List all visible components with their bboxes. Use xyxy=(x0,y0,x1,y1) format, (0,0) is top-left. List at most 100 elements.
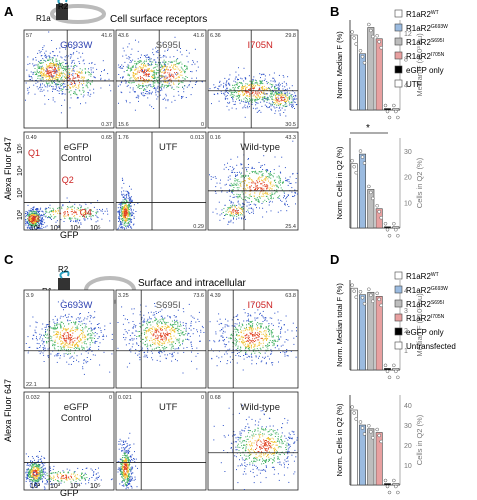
legend-swatch xyxy=(394,65,403,74)
flow-plot: 4.39 63.8 I705N xyxy=(207,289,299,389)
replicate-point xyxy=(371,34,375,39)
right-tick-label: 4 xyxy=(404,82,408,89)
panel-c-flow-plots: 3.9 22.1 G693W 3.25 73.6 S695I 4.39 63.8 I705N 0.… xyxy=(23,289,299,491)
right-tick-label: 4 xyxy=(404,288,408,295)
replicate-point xyxy=(385,484,390,489)
replicate-point xyxy=(392,221,396,226)
replicate-point xyxy=(387,490,392,495)
flow-plot-label: eGFP xyxy=(64,402,89,413)
replicate-point xyxy=(354,42,358,46)
legend: R1aR2WT R1aR2G693W R1aR2S695I R1aR2I705N eGF… xyxy=(394,271,456,351)
bar-s695i xyxy=(367,189,375,229)
replicate-point xyxy=(375,427,379,432)
replicate-point xyxy=(358,149,363,153)
flow-plot-label: I705N xyxy=(248,300,273,311)
quadrant-q4-percent: 0.29 xyxy=(193,224,204,230)
replicate-point xyxy=(379,46,383,50)
flow-plot-label: Control xyxy=(61,153,92,164)
replicate-point xyxy=(362,301,367,306)
replicate-point xyxy=(352,289,356,293)
y-axis-label-left: Norm. Cells in Q2 (%) xyxy=(335,403,344,476)
y-axis-label-right: Cells in Q2 (%) xyxy=(415,414,424,465)
replicate-point xyxy=(350,30,354,34)
x-tick-label: 10⁵ xyxy=(90,483,101,490)
replicate-point xyxy=(352,411,356,415)
replicate-point xyxy=(377,209,381,214)
quadrant-q1-percent: 0.16 xyxy=(210,135,221,141)
replicate-point xyxy=(394,109,398,114)
bar-s695i xyxy=(367,291,375,371)
flow-plot-label: UTF xyxy=(159,142,178,153)
legend-label: R1aR2I705N xyxy=(406,314,445,323)
flow-plot-label: I705N xyxy=(248,40,273,51)
y-tick-label: 10⁴ xyxy=(17,165,24,176)
flow-plot-events xyxy=(25,451,113,490)
legend-superscript: G693W xyxy=(431,286,448,292)
legend-label: R1aR2WT xyxy=(406,10,439,19)
x-tick-label: 10³ xyxy=(50,225,61,232)
bar-wt xyxy=(350,34,358,111)
legend-swatch xyxy=(394,9,403,18)
x-tick-label: 10² xyxy=(30,483,41,490)
y-tick-label: 10³ xyxy=(17,187,24,198)
replicate-point xyxy=(392,363,396,368)
right-tick-label: 2 xyxy=(404,328,408,335)
replicate-point xyxy=(385,109,390,114)
bar-wt xyxy=(350,409,358,486)
legend-label: Untransfected xyxy=(406,342,456,351)
x-tick-label: 10² xyxy=(30,225,41,232)
legend-swatch xyxy=(394,327,403,336)
quadrant-q1-percent: 0.021 xyxy=(118,395,132,401)
quadrant-q1-percent: 0.68 xyxy=(210,395,221,401)
quadrant-q2-percent: 0 xyxy=(109,395,112,401)
receptor-icon xyxy=(56,4,68,20)
legend: R1aR2WT R1aR2G693W R1aR2S695I R1aR2I705N eGF… xyxy=(394,9,448,89)
replicate-point xyxy=(350,158,354,163)
flow-plot: 57 41.6 0.37 G693W xyxy=(23,29,115,129)
right-tick-label: 30 xyxy=(404,423,412,430)
flow-plot-frame xyxy=(23,391,115,491)
replicate-point xyxy=(371,436,375,440)
quadrant-q4-percent: 30.5 xyxy=(285,122,296,128)
replicate-point xyxy=(385,227,390,232)
replicate-point xyxy=(362,432,367,436)
legend-label: R1aR2WT xyxy=(406,272,439,281)
panel-d-letter: D xyxy=(330,252,339,267)
replicate-point xyxy=(396,115,400,120)
schematic-r2-label: R2 xyxy=(58,2,69,11)
quadrant-q1-percent: 3.9 xyxy=(26,293,34,299)
bar-i705n xyxy=(375,38,383,111)
bar-egfp-only xyxy=(384,226,391,229)
flow-plot: 43.6 41.6 15.6 0 S695I xyxy=(115,29,207,129)
schematic-title-line1: Surface and intracellular xyxy=(138,278,247,289)
replicate-point xyxy=(358,420,363,424)
replicate-point xyxy=(394,227,398,232)
cell-membrane-icon xyxy=(50,4,106,24)
replicate-point xyxy=(369,293,373,298)
flow-plot: 0.021 0 UTF xyxy=(115,391,207,491)
replicate-point xyxy=(396,490,400,495)
schematic-title: Cell surface receptors xyxy=(110,14,207,25)
flow-plot-label: S695I xyxy=(156,40,181,51)
replicate-point xyxy=(383,103,388,108)
replicate-point xyxy=(392,478,396,483)
schematic-r2-label: R2 xyxy=(58,265,69,274)
replicate-point xyxy=(350,283,354,287)
right-tick-label: 10 xyxy=(404,200,412,207)
bar-i705n xyxy=(375,432,383,486)
replicate-point xyxy=(354,295,358,299)
legend-swatch xyxy=(394,79,403,88)
quadrant-q1-percent: 3.25 xyxy=(118,293,129,299)
panel-a-schematic: R2 R1a Cell surface receptors xyxy=(36,0,207,25)
flow-plot-events xyxy=(25,197,111,230)
panel-a-letter: A xyxy=(4,4,14,19)
panel-d-charts: Norm. Median total F (%) Median F (x10³ a… xyxy=(335,271,456,495)
legend-swatch xyxy=(394,23,403,32)
flow-plot-label: S695I xyxy=(156,300,181,311)
replicate-point xyxy=(362,161,367,165)
right-tick-label: 20 xyxy=(404,175,412,182)
bar-chart: Norm. Cells in Q2 (%) Cells in Q2 (%)10 20… xyxy=(335,138,424,238)
replicate-point xyxy=(387,115,392,120)
